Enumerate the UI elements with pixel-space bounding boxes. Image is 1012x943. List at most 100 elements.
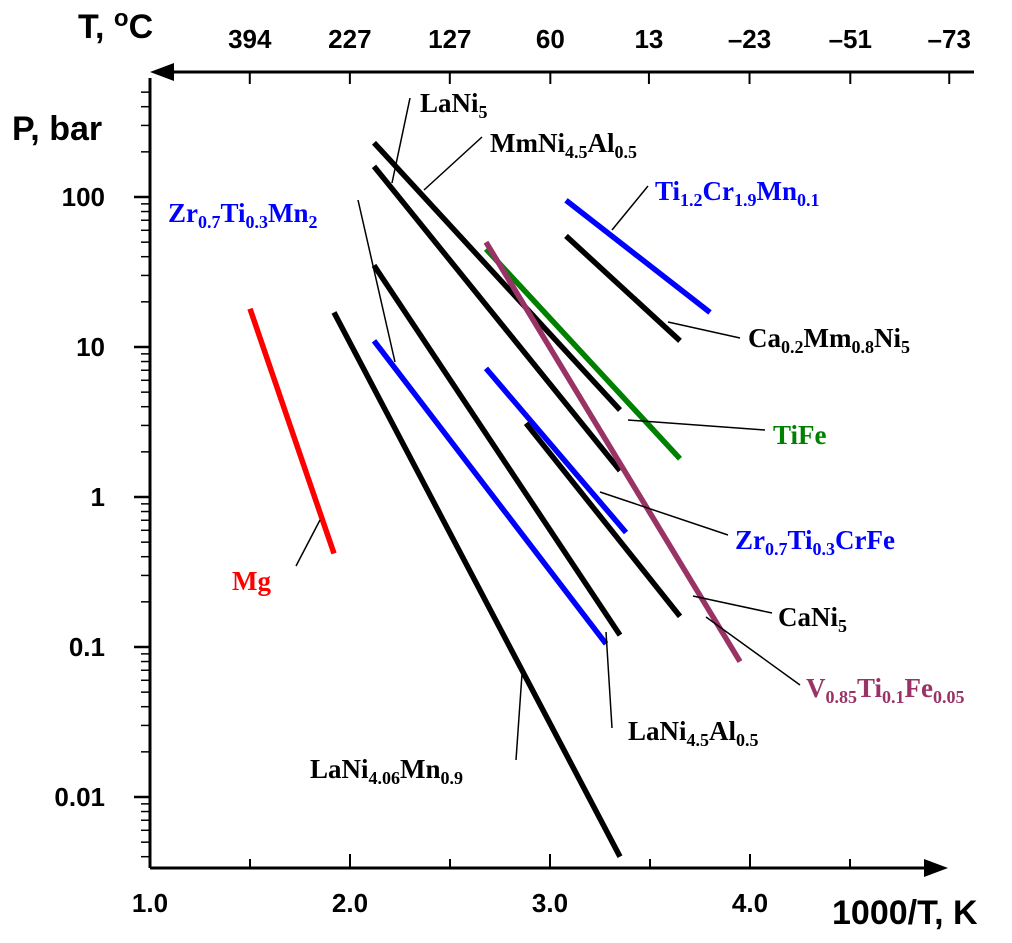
label-text: TiFe — [773, 420, 827, 450]
label-text: Fe — [905, 673, 933, 703]
label-text: Zr — [735, 525, 765, 555]
series-label-CaNi5: CaNi5 — [778, 602, 847, 636]
label-subscript: 4.5 — [687, 730, 710, 750]
series-line-LaNi4.06Mn0.9 — [331, 311, 623, 858]
series-line-Ca0.2Mm0.8Ni5 — [564, 233, 682, 343]
label-text: Al — [709, 716, 736, 746]
top-tick-label: 13 — [634, 24, 663, 54]
top-axis-arrowhead — [150, 63, 174, 81]
top-tick-label: 127 — [428, 24, 471, 54]
leader-line-Zr0.7Ti0.3CrFe — [599, 491, 729, 536]
top-tick-label: –51 — [829, 24, 872, 54]
leader-line-TiFe — [627, 419, 766, 431]
label-subscript: 0.05 — [933, 687, 965, 707]
series-label-V0.85Ti0.1Fe0.05: V0.85Ti0.1Fe0.05 — [806, 673, 965, 707]
leader-line-Ca0.2Mm0.8Ni5 — [667, 321, 741, 339]
series-lines — [247, 140, 743, 858]
label-subscript: 0.1 — [797, 190, 820, 210]
label-text: Ti — [788, 525, 814, 555]
label-text: Al — [587, 128, 614, 158]
label-subscript: 0.7 — [765, 539, 788, 559]
y-tick-label: 10 — [76, 332, 105, 362]
top-tick-label: 227 — [328, 24, 371, 54]
y-tick-label: 0.01 — [54, 782, 105, 812]
leader-line-Mg — [295, 519, 321, 567]
label-subscript: 0.8 — [851, 337, 874, 357]
top-tick-label: –73 — [928, 24, 971, 54]
y-tick-label: 0.1 — [69, 632, 105, 662]
series-line-Ti1.2Cr1.9Mn0.1 — [564, 198, 712, 315]
series-label-MmNi4.5Al0.5: MmNi4.5Al0.5 — [490, 128, 637, 162]
x-tick-label: 1.0 — [132, 888, 168, 918]
y-axis-title: P, bar — [12, 110, 102, 148]
y-tick-label: 100 — [62, 182, 105, 212]
leader-line-MmNi4.5Al0.5 — [423, 136, 483, 191]
label-subscript: 0.2 — [781, 337, 804, 357]
label-text: Ca — [748, 323, 781, 353]
x-axis-arrowhead — [924, 859, 948, 877]
leader-line-LaNi4.06Mn0.9 — [515, 673, 523, 761]
label-subscript: 5 — [901, 337, 910, 357]
label-subscript: 0.3 — [246, 212, 269, 232]
label-text: Mn — [268, 198, 309, 228]
label-text: MmNi — [490, 128, 565, 158]
label-subscript: 5 — [838, 616, 847, 636]
top-axis-title-part: T, — [78, 8, 114, 46]
top-axis-title: T, oC — [78, 5, 153, 46]
label-text: CrFe — [835, 525, 895, 555]
degree-symbol: o — [114, 5, 129, 32]
label-text: Ni — [874, 323, 901, 353]
label-text: V — [806, 673, 826, 703]
series-label-LaNi4.5Al0.5: LaNi4.5Al0.5 — [628, 716, 759, 750]
axes: 1.0 2.0 3.0 4.0 100 10 1 0.1 0.01 394 227 127 60 13 –2… — [54, 24, 974, 918]
label-subscript: 0.1 — [882, 687, 905, 707]
series-line-Zr0.7Ti0.3CrFe — [483, 366, 629, 535]
y-tick-label: 1 — [91, 482, 105, 512]
label-text: Ti — [655, 176, 681, 206]
series-line-LaNi5 — [371, 140, 623, 412]
label-subscript: 0.3 — [813, 539, 836, 559]
label-text: Zr — [168, 198, 198, 228]
label-text: Ti — [221, 198, 247, 228]
series-line-MmNi4.5Al0.5 — [371, 164, 623, 473]
series-label-Ca0.2Mm0.8Ni5: Ca0.2Mm0.8Ni5 — [748, 323, 910, 357]
label-subscript: 1.9 — [734, 190, 757, 210]
x-tick-label: 3.0 — [532, 888, 568, 918]
leader-line-LaNi4.5Al0.5 — [605, 631, 613, 729]
label-subscript: 0.7 — [198, 212, 221, 232]
label-text: LaNi — [420, 88, 479, 118]
x-axis-title: 1000/T, K — [832, 894, 978, 932]
label-text: Mm — [804, 323, 852, 353]
x-tick-label: 4.0 — [732, 888, 768, 918]
series-line-TiFe — [483, 247, 683, 461]
series-labels: MgLaNi5MmNi4.5Al0.5LaNi4.5Al0.5LaNi4.06M… — [168, 88, 965, 788]
label-text: CaNi — [778, 602, 838, 632]
label-subscript: 0.5 — [736, 730, 759, 750]
label-subscript: 2 — [309, 212, 318, 232]
series-line-CaNi5 — [523, 421, 683, 619]
series-line-V0.85Ti0.1Fe0.05 — [483, 240, 743, 663]
label-text: Mn — [757, 176, 798, 206]
series-label-Ti1.2Cr1.9Mn0.1: Ti1.2Cr1.9Mn0.1 — [655, 176, 820, 210]
leader-lines — [295, 97, 801, 761]
series-label-Zr0.7Ti0.3CrFe: Zr0.7Ti0.3CrFe — [735, 525, 895, 559]
leader-line-V0.85Ti0.1Fe0.05 — [705, 616, 801, 686]
label-subscript: 4.5 — [565, 142, 588, 162]
series-label-LaNi5: LaNi5 — [420, 88, 488, 122]
top-axis-title-part: C — [129, 8, 154, 46]
label-subscript: 0.5 — [614, 142, 637, 162]
top-tick-label: 394 — [228, 24, 272, 54]
label-subscript: 0.9 — [441, 768, 464, 788]
label-subscript: 1.2 — [680, 190, 703, 210]
series-label-Zr0.7Ti0.3Mn2: Zr0.7Ti0.3Mn2 — [168, 198, 318, 232]
series-line-Zr0.7Ti0.3Mn2 — [371, 339, 609, 646]
x-tick-label: 2.0 — [332, 888, 368, 918]
label-text: LaNi — [628, 716, 687, 746]
series-line-Mg — [247, 307, 337, 555]
label-subscript: 0.85 — [826, 687, 858, 707]
series-label-LaNi4.06Mn0.9: LaNi4.06Mn0.9 — [310, 754, 463, 788]
label-subscript: 4.06 — [369, 768, 401, 788]
label-text: Ti — [857, 673, 883, 703]
leader-line-LaNi5 — [391, 97, 411, 184]
